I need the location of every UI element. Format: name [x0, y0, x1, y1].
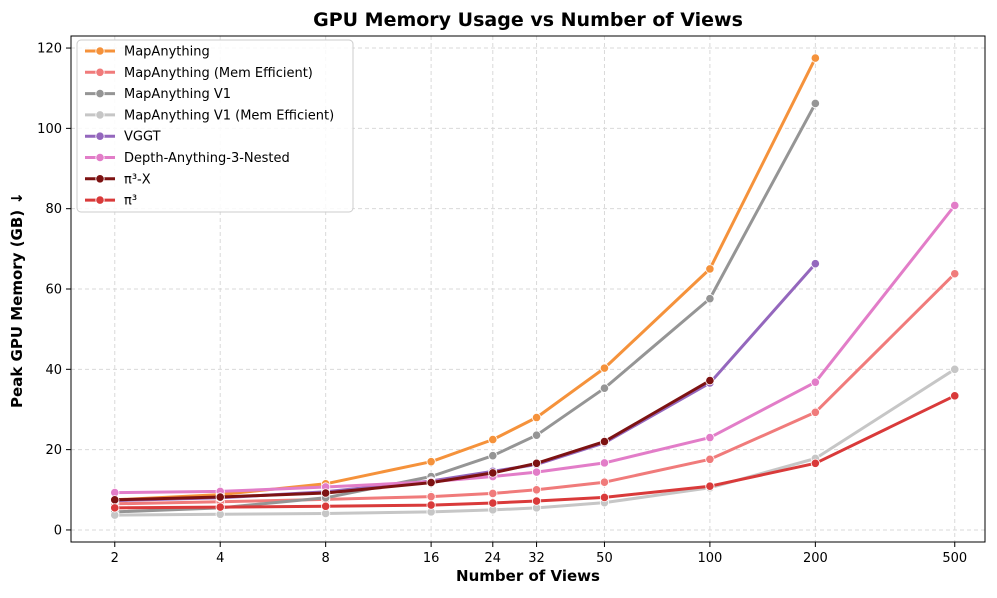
y-tick-label: 60: [45, 283, 62, 298]
data-point: [810, 377, 820, 387]
data-point: [488, 488, 498, 499]
data-point: [426, 457, 436, 467]
data-point: [215, 502, 225, 512]
legend-swatch-marker: [95, 67, 105, 77]
data-point: [950, 391, 960, 401]
x-axis-label: Number of Views: [456, 567, 600, 585]
legend-entry-label: Depth-Anything-3-Nested: [124, 151, 290, 166]
legend-swatch-marker: [95, 46, 105, 56]
legend-swatch-marker: [95, 195, 105, 205]
data-point: [950, 364, 960, 374]
data-point: [705, 264, 715, 274]
x-tick-label: 24: [485, 551, 502, 566]
series-group: [110, 391, 960, 513]
x-tick-label: 4: [216, 551, 224, 566]
legend-entry-label: MapAnything V1 (Mem Efficient): [124, 108, 334, 123]
series-layer: [110, 53, 960, 520]
data-point: [950, 200, 960, 211]
data-point: [705, 375, 715, 386]
legend-swatch-marker: [95, 110, 105, 120]
x-tick-label: 32: [528, 551, 545, 566]
data-point: [426, 500, 436, 510]
data-point: [531, 458, 542, 468]
data-point: [705, 481, 715, 491]
x-tick-label: 50: [596, 551, 613, 566]
series-group: [110, 375, 715, 505]
data-point: [705, 432, 715, 443]
legend-swatch-marker: [95, 174, 105, 184]
x-tick-label: 500: [942, 551, 967, 566]
data-point: [810, 407, 820, 417]
y-axis-label: Peak GPU Memory (GB) ↓: [8, 192, 26, 408]
data-point: [950, 269, 960, 279]
legend-entry-label: VGGT: [124, 130, 161, 145]
data-point: [110, 495, 120, 505]
data-point: [531, 412, 542, 423]
legend-swatch-marker: [95, 89, 105, 99]
data-point: [321, 488, 331, 498]
legend: MapAnything MapAnything (Mem Efficient) Ma…: [76, 39, 354, 213]
data-point: [426, 492, 436, 502]
data-point: [488, 451, 498, 461]
data-point: [488, 468, 498, 478]
y-tick-label: 0: [54, 523, 62, 538]
data-point: [215, 492, 225, 502]
x-tick-label: 2: [111, 551, 119, 566]
legend-entry-label: π³: [124, 194, 137, 209]
data-point: [599, 437, 610, 447]
data-point: [110, 503, 120, 513]
x-tick-label: 8: [322, 551, 330, 566]
data-point: [531, 467, 542, 477]
grid: [71, 36, 985, 542]
data-point: [599, 458, 610, 468]
data-point: [810, 98, 820, 109]
data-point: [531, 485, 542, 495]
y-tick-label: 80: [45, 202, 62, 217]
data-point: [705, 294, 715, 304]
data-point: [488, 498, 498, 508]
legend-swatch-marker: [95, 152, 105, 163]
data-point: [599, 383, 610, 393]
x-tick-label: 200: [803, 551, 828, 566]
y-tick-label: 120: [37, 42, 62, 57]
y-tick-label: 40: [45, 363, 62, 378]
data-point: [531, 430, 542, 440]
legend-entry-label: MapAnything: [124, 45, 210, 60]
chart-title: GPU Memory Usage vs Number of Views: [313, 9, 743, 31]
data-point: [599, 363, 610, 373]
data-point: [426, 477, 436, 488]
data-point: [488, 434, 498, 445]
x-tick-label: 16: [423, 551, 440, 566]
y-tick-label: 20: [45, 443, 62, 458]
series-line: [113, 204, 957, 495]
series-line: [113, 272, 957, 506]
data-point: [321, 501, 331, 511]
data-point: [810, 53, 820, 63]
data-point: [810, 259, 820, 269]
series-group: [110, 200, 960, 498]
legend-box: [76, 39, 354, 213]
legend-entry-label: MapAnything (Mem Efficient): [124, 66, 313, 81]
data-point: [810, 458, 820, 468]
legend-entry-label: MapAnything V1: [124, 87, 231, 102]
data-point: [531, 496, 542, 506]
data-point: [599, 477, 610, 487]
series-line: [113, 367, 957, 517]
data-point: [705, 454, 715, 464]
legend-entry-label: π³-X: [124, 172, 151, 187]
data-point: [599, 492, 610, 503]
y-tick-label: 100: [37, 122, 62, 137]
series-line: [113, 394, 957, 510]
x-tick-label: 100: [697, 551, 722, 566]
legend-swatch-marker: [95, 131, 105, 141]
series-line: [113, 379, 712, 502]
